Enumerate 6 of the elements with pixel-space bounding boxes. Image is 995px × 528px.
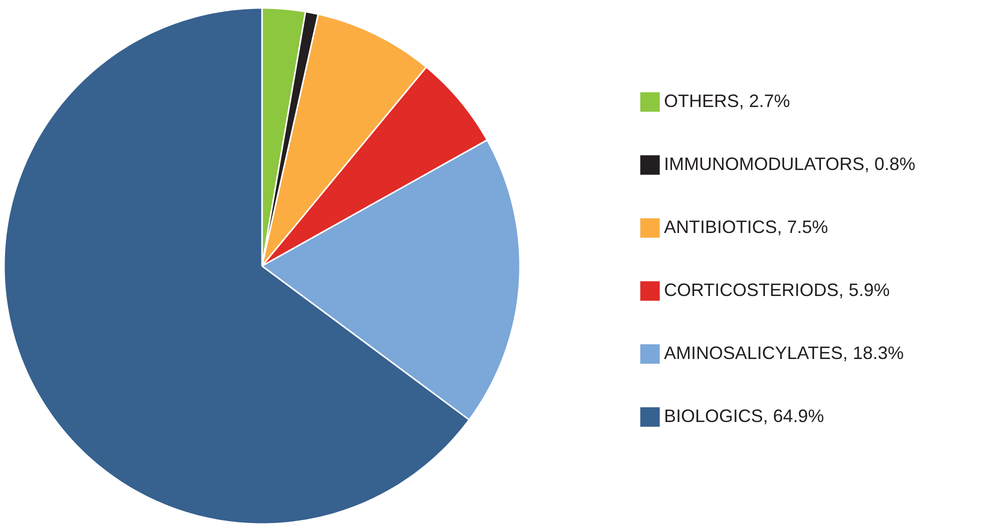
- legend-label: BIOLOGICS, 64.9%: [664, 406, 824, 426]
- legend-label: ANTIBIOTICS, 7.5%: [664, 217, 828, 237]
- legend-label: IMMUNOMODULATORS, 0.8%: [664, 154, 916, 174]
- legend-label: CORTICOSTERIODS, 5.9%: [664, 280, 890, 300]
- legend-label: AMINOSALICYLATES, 18.3%: [664, 343, 904, 363]
- legend-label: OTHERS, 2.7%: [664, 91, 790, 111]
